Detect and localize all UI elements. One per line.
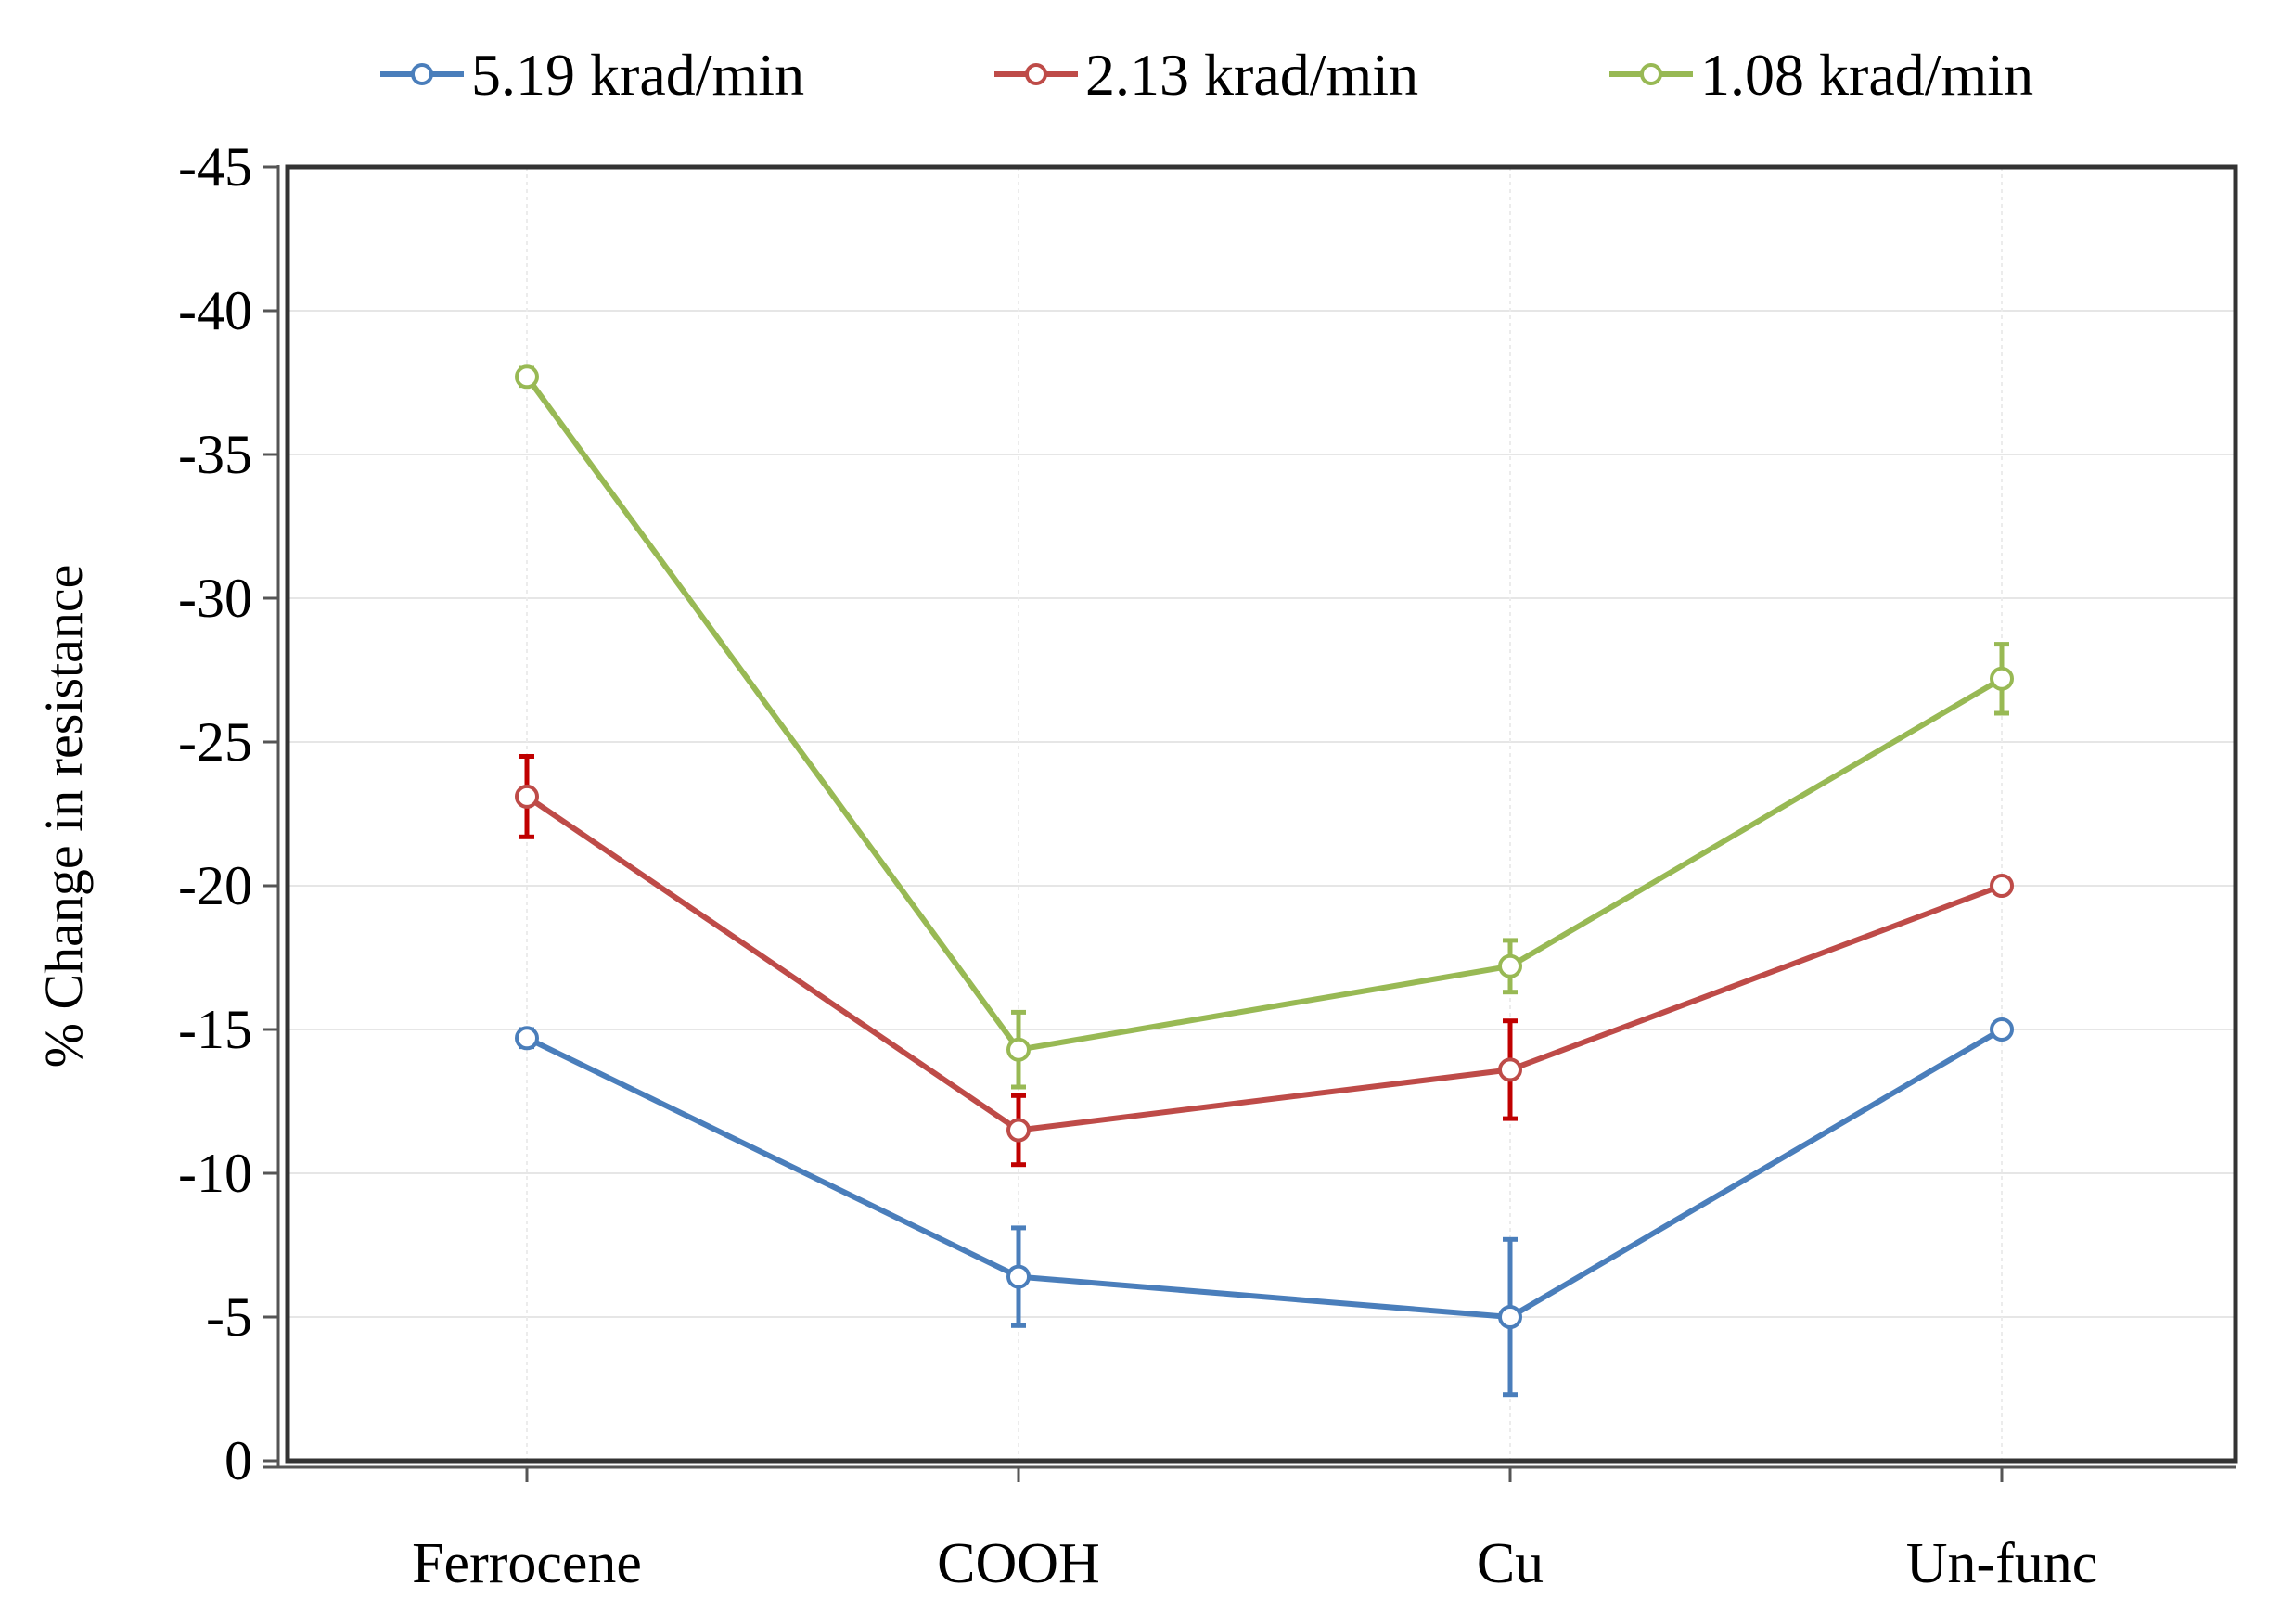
series-3: [515, 364, 2014, 1090]
legend-label: 1.08 krad/min: [1700, 42, 2033, 108]
data-point: [1990, 874, 2014, 898]
legend-item: 5.19 krad/min: [380, 42, 804, 108]
legend-swatch-marker: [1025, 63, 1047, 85]
legend-swatch-marker: [1640, 63, 1662, 85]
data-point: [515, 784, 539, 809]
y-tick-label: -30: [178, 568, 252, 629]
data-point: [515, 1026, 539, 1051]
data-point: [1990, 1017, 2014, 1042]
y-tick-label: 0: [224, 1430, 252, 1491]
plot-area-frame: [285, 164, 2238, 1464]
legend-item: 2.13 krad/min: [994, 42, 1418, 108]
data-point: [1006, 1118, 1031, 1143]
grid-layer: [288, 166, 2236, 1461]
series-line: [525, 1027, 2004, 1320]
x-tick-label: COOH: [937, 1532, 1100, 1595]
data-point: [1006, 1037, 1031, 1062]
y-tick-label: -40: [178, 280, 252, 341]
y-axis-label: % Change in resistance: [33, 565, 94, 1068]
y-tick-label: -25: [178, 711, 252, 773]
legend-label: 2.13 krad/min: [1085, 42, 1418, 108]
x-tick-label: Un-func: [1906, 1532, 2098, 1595]
y-tick-label: -45: [178, 136, 252, 198]
legend-label: 5.19 krad/min: [471, 42, 804, 108]
series-2: [515, 754, 2014, 1168]
y-tick-label: -35: [178, 424, 252, 485]
axes-layer: 0 -5 -10 -15 -20 -25 -30 -35 -40 -45 Ferrocene COOH…: [178, 136, 2236, 1595]
data-point: [1498, 1057, 1522, 1082]
data-point: [1006, 1264, 1031, 1289]
series-line: [524, 375, 2004, 1053]
series-line: [525, 794, 2004, 1133]
data-point: [1498, 1305, 1522, 1329]
y-tick-label: -5: [206, 1286, 252, 1348]
data-point: [1990, 666, 2014, 691]
legend-swatch-marker: [411, 63, 433, 85]
series-1: [515, 1017, 2014, 1398]
data-point: [1498, 953, 1522, 978]
legend: 5.19 krad/min 2.13 krad/min 1.08 krad/min: [380, 42, 2033, 108]
x-tick-label: Ferrocene: [412, 1532, 642, 1595]
y-tick-label: -20: [178, 855, 252, 916]
legend-item: 1.08 krad/min: [1609, 42, 2033, 108]
y-tick-label: -15: [178, 999, 252, 1060]
series-layer: [515, 364, 2014, 1398]
y-tick-label: -10: [178, 1143, 252, 1204]
x-tick-label: Cu: [1477, 1532, 1544, 1595]
data-point: [515, 364, 539, 390]
